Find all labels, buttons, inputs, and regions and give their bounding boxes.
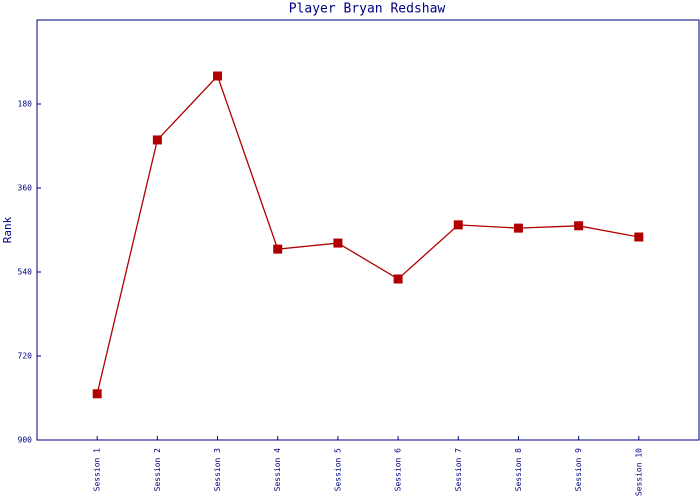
point-marker: [513, 223, 523, 233]
x-tick-label: Session 2: [153, 448, 162, 492]
x-tick-label: Session 7: [454, 448, 463, 492]
x-tick-label: Session 6: [394, 448, 403, 492]
y-tick-label: 360: [18, 184, 33, 193]
point-marker: [634, 232, 644, 242]
point-marker: [152, 135, 162, 145]
point-marker: [273, 244, 283, 254]
point-marker: [453, 220, 463, 230]
y-tick-label: 540: [18, 268, 33, 277]
y-tick-label: 180: [18, 100, 33, 109]
chart-title: Player Bryan Redshaw: [289, 2, 446, 17]
point-marker: [213, 71, 223, 81]
x-tick-label: Session 8: [514, 448, 523, 492]
y-axis-label: Rank: [1, 216, 14, 243]
x-tick-label: Session 9: [574, 448, 583, 492]
point-marker: [574, 221, 584, 231]
y-tick-label: 720: [18, 352, 33, 361]
plot-frame: [36, 19, 700, 441]
y-tick-label: 900: [18, 436, 33, 445]
point-marker: [393, 274, 403, 284]
point-marker: [92, 389, 102, 399]
x-tick-label: Session 3: [213, 448, 222, 492]
point-marker: [333, 238, 343, 248]
x-tick-label: Session 1: [93, 448, 102, 492]
x-tick-label: Session 5: [333, 448, 342, 492]
x-tick-label: Session 10: [634, 448, 643, 496]
series-line: [96, 74, 639, 394]
x-tick-label: Session 4: [273, 448, 282, 492]
